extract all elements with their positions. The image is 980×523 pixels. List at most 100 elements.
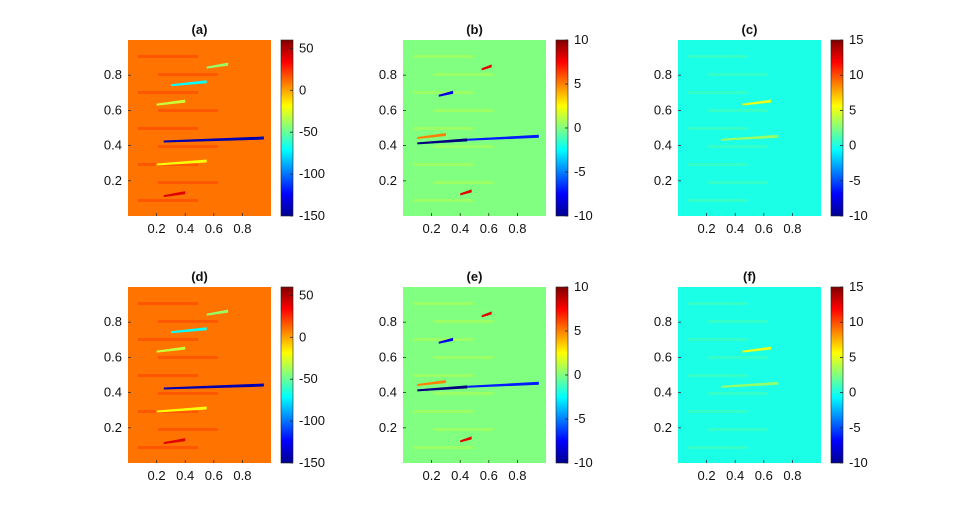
colorbar-tick-label: 0 [849,138,856,153]
y-tick-label: 0.6 [104,102,122,117]
field-feature [417,133,446,140]
y-tick-label: 0.8 [104,67,122,82]
field-texture [688,446,748,449]
colorbar-tick-label: 0 [299,82,306,97]
field-texture [413,163,473,166]
colorbar-tick-label: 0 [574,367,581,382]
y-tick-label: 0.6 [654,349,672,364]
field-texture [413,127,473,130]
field-texture [433,145,493,148]
field-texture [688,338,748,341]
field-feature [438,337,454,344]
field-texture [708,356,768,359]
x-tick-label: 0.8 [783,468,801,483]
field-texture [708,428,768,431]
panel-title: (f) [743,269,756,284]
field-texture [158,73,218,76]
field-texture [158,109,218,112]
y-tick-label: 0.6 [654,102,672,117]
field-texture [138,55,198,58]
x-tick-label: 0.6 [755,468,773,483]
y-tick-label: 0.2 [379,173,397,188]
colorbar [280,286,294,464]
x-tick-label: 0.4 [451,221,469,236]
field-texture [433,181,493,184]
field-feature [417,385,468,392]
field-texture [413,374,473,377]
field-texture [688,302,748,305]
x-tick-label: 0.2 [698,468,716,483]
colorbar-tick-label: -150 [299,455,325,470]
field-feature [156,99,186,106]
colorbar-tick-label: 5 [849,349,856,364]
y-tick-label: 0.6 [104,349,122,364]
colorbar-tick-label: 50 [299,287,313,302]
panel-f: 0.2 0.4 0.6 0.8 0.8 0.6 0.4 0.2 (f) 15 10 5 0 -5 -10 [654,269,868,483]
y-tick-label: 0.8 [654,314,672,329]
panel-title: (e) [467,269,483,284]
field-texture [413,91,473,94]
field-feature [742,99,771,106]
x-tick-label: 0.8 [783,221,801,236]
field-texture [433,320,493,323]
y-tick-label: 0.4 [379,138,397,153]
field-texture [158,320,218,323]
field-feature [720,134,779,141]
field-feature [163,438,186,445]
colorbar-tick-label: -100 [299,166,325,181]
field-texture [413,302,473,305]
field-texture [413,410,473,413]
y-tick-label: 0.2 [104,173,122,188]
colorbar-tick-label: -150 [299,208,325,223]
colorbar-tick-label: -10 [574,208,593,223]
field-texture [688,410,748,413]
colorbar-tick-label: 10 [574,279,588,294]
colorbar-tick-label: 5 [574,323,581,338]
colorbar-tick-label: -50 [299,371,318,386]
x-tick-label: 0.6 [755,221,773,236]
y-tick-label: 0.4 [379,385,397,400]
panel-title: (c) [742,22,758,37]
field-texture [708,73,768,76]
x-tick-label: 0.6 [205,468,223,483]
y-tick-label: 0.4 [654,138,672,153]
field-texture [708,181,768,184]
colorbar-tick-label: 5 [849,102,856,117]
x-tick-label: 0.8 [508,468,526,483]
panel-title: (d) [191,269,208,284]
colorbar-tick-label: -10 [849,208,868,223]
field-texture [688,127,748,130]
colorbar-tick-label: 10 [849,314,863,329]
field-feature [460,436,472,443]
colorbar-tick-label: 15 [849,279,863,294]
field-texture [413,55,473,58]
field-feature [417,138,468,145]
x-tick-label: 0.2 [148,221,166,236]
y-tick-label: 0.8 [654,67,672,82]
panel-title: (b) [466,22,483,37]
panel-d: 0.2 0.4 0.6 0.8 0.8 0.6 0.4 0.2 (d) 50 0 -50 -100 -15… [104,269,325,483]
field-texture [138,199,198,202]
field-texture [158,428,218,431]
field-texture [688,163,748,166]
panel-a: 0.2 0.4 0.6 0.8 0.8 0.6 0.4 0.2 (a) 50 0 -50 -100 -15… [104,22,325,236]
field-texture [433,109,493,112]
field-texture [158,181,218,184]
field-texture [138,374,198,377]
x-tick-label: 0.4 [176,221,194,236]
x-tick-label: 0.4 [176,468,194,483]
x-tick-label: 0.4 [726,468,744,483]
field-feature [170,327,207,334]
field-feature [156,406,207,413]
colorbar-tick-label: 5 [574,76,581,91]
x-tick-label: 0.2 [148,468,166,483]
field-feature [163,191,186,198]
field-feature [206,62,229,69]
y-tick-label: 0.8 [379,67,397,82]
field-feature [742,346,771,353]
x-tick-label: 0.6 [205,221,223,236]
field-feature [163,136,264,143]
colorbar-tick-label: 0 [574,120,581,135]
field-texture [158,145,218,148]
colorbar-tick-label: -10 [849,455,868,470]
